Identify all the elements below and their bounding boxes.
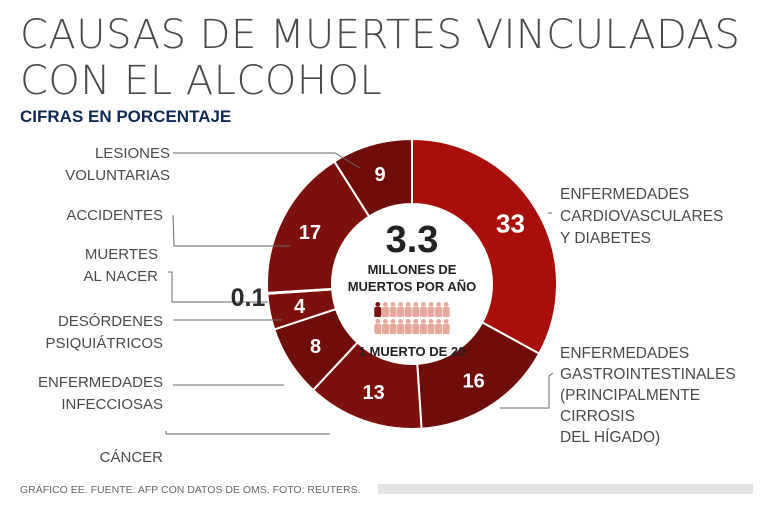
value-desordenes-psiquiatricos: 4 (294, 296, 306, 318)
person-icon (442, 302, 450, 317)
person-icon (397, 302, 405, 317)
person-icon (419, 302, 427, 317)
leader-line (173, 152, 361, 169)
leader-line (172, 214, 290, 247)
label-cancer: CÁNCER (100, 449, 164, 466)
donut-center: 3.3 MILLONES DE MUERTOS POR AÑO 1 MUERTO… (348, 219, 477, 359)
donut-slices (266, 137, 558, 430)
slice-lesiones-voluntarias (332, 137, 413, 218)
person-icon (442, 319, 450, 334)
person-icon (381, 319, 389, 334)
leader-line (168, 271, 268, 303)
value-lesiones-voluntarias: 9 (375, 164, 386, 186)
leader-line (165, 431, 330, 435)
person-icon (427, 319, 435, 334)
value-enfermedades-gastrointestinales-principalmente-cirrosis-del-higado: 16 (462, 371, 484, 393)
value-enfermedades-cardiovasculares-y-diabetes: 33 (496, 209, 525, 239)
leader-lines (165, 152, 554, 435)
label-accidentes: ACCIDENTES (66, 207, 163, 224)
center-line-1: MILLONES DE (368, 262, 457, 277)
person-icon (397, 319, 405, 334)
person-icon (404, 319, 412, 334)
person-icon (435, 302, 443, 317)
label-enfermedades-cardiovasculares-y-diabetes: ENFERMEDADES CARDIOVASCULARES Y DIABETES (560, 186, 723, 247)
person-icon (435, 319, 443, 334)
center-total: 3.3 (386, 219, 439, 261)
value-muertes-al-nacer: 0.1 (231, 284, 266, 312)
footer-bar (378, 484, 753, 494)
slice-values: 33 16 13 84 0.1 17 9 (231, 164, 525, 404)
center-line-2: MUERTOS POR AÑO (348, 279, 477, 294)
person-icon (412, 302, 420, 317)
center-ratio: 1 MUERTO DE 20 (359, 344, 466, 359)
person-icon (412, 319, 420, 334)
person-icon (374, 319, 382, 334)
person-icon (374, 302, 382, 317)
value-cancer: 13 (362, 382, 384, 404)
person-icon (427, 302, 435, 317)
person-icon (389, 302, 397, 317)
value-enfermedades-infecciosas: 8 (310, 336, 321, 358)
slice-labels: ENFERMEDADES CARDIOVASCULARES Y DIABETES EN… (38, 145, 736, 466)
person-icon (419, 319, 427, 334)
chart-title: CAUSAS DE MUERTES VINCULADAS CON EL ALCO… (20, 12, 741, 104)
label-muertes-al-nacer: MUERTES AL NACER (84, 246, 159, 285)
leader-line (500, 372, 554, 409)
person-icon (381, 302, 389, 317)
value-accidentes: 17 (299, 222, 321, 244)
donut-chart: ENFERMEDADES CARDIOVASCULARES Y DIABETES EN… (38, 137, 736, 466)
label-enfermedades-infecciosas: ENFERMEDADES INFECCIOSAS (38, 374, 163, 413)
label-desordenes-psiquiatricos: DESÓRDENES PSIQUIÁTRICOS (45, 313, 163, 352)
label-enfermedades-gastrointestinales-principalmente-cirrosis-del-higado: ENFERMEDADES GASTROINTESTINALES (PRINCIPAL… (560, 345, 736, 446)
person-icon (389, 319, 397, 334)
people-icon-row (374, 302, 450, 334)
chart-subtitle: CIFRAS EN PORCENTAJE (20, 107, 232, 126)
person-icon (404, 302, 412, 317)
footer-credits: GRÁFICO EE. FUENTE: AFP CON DATOS DE OMS… (20, 484, 361, 496)
label-lesiones-voluntarias: LESIONES VOLUNTARIAS (65, 145, 170, 184)
slice-enfermedades-cardiovasculares-y-diabetes (411, 137, 558, 355)
